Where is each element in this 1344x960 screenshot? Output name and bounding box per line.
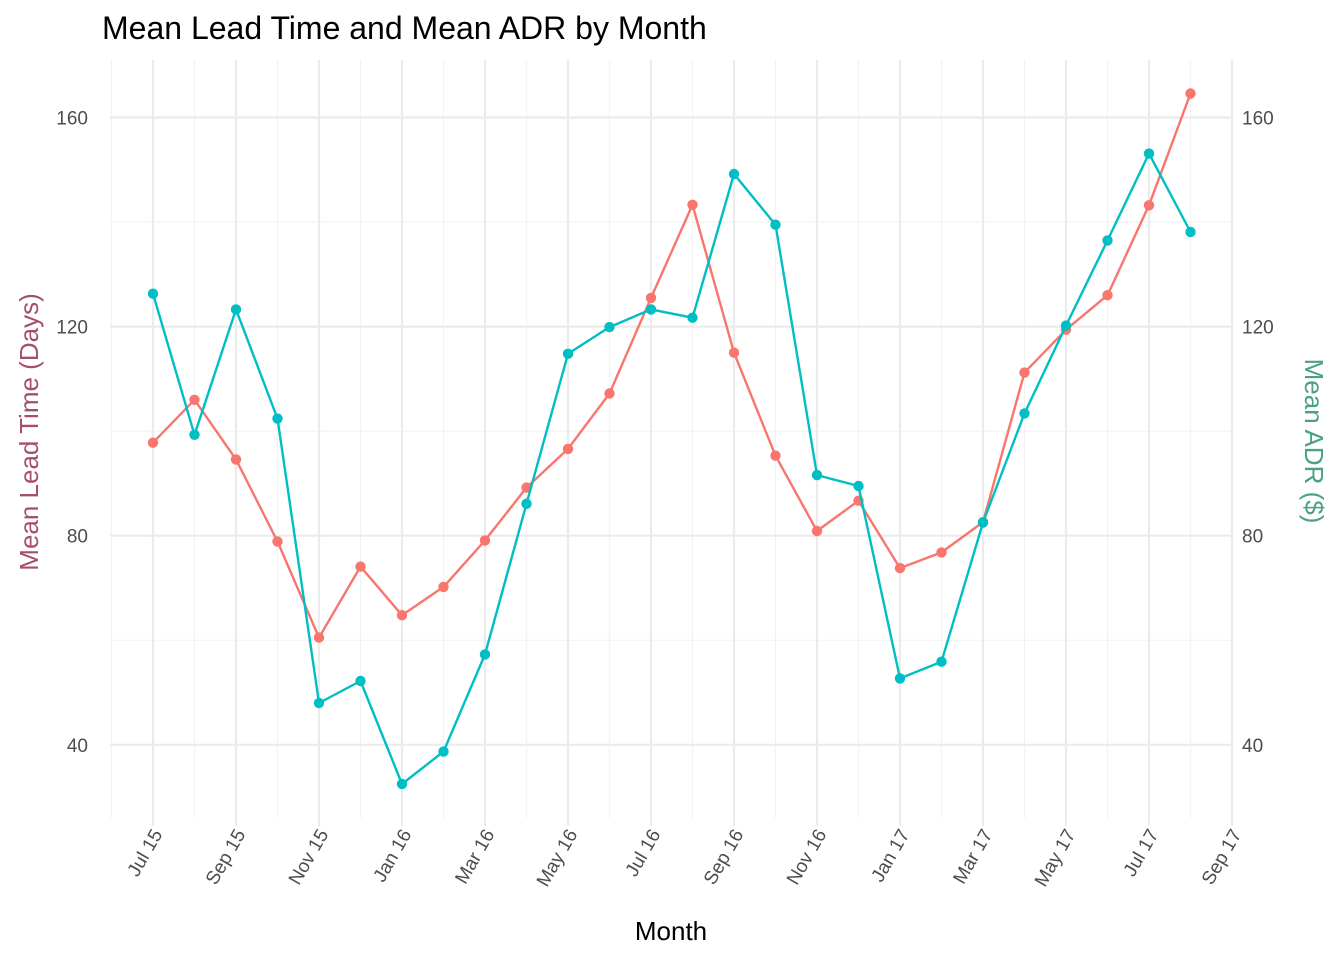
series-1-point — [355, 561, 366, 572]
series-2-point — [479, 649, 491, 660]
x-tick-label: May 16 — [533, 826, 582, 890]
series-layer — [147, 88, 1196, 790]
series-2-point — [272, 413, 283, 424]
series-2-point — [438, 746, 449, 757]
series-1-point — [645, 292, 657, 304]
series-1-point — [1185, 88, 1196, 99]
series-2-point — [811, 469, 823, 481]
y-left-tick-label: 80 — [67, 527, 88, 548]
series-2-point — [1102, 235, 1113, 246]
y-right-tick-label: 120 — [1242, 318, 1274, 339]
grid-lines — [110, 60, 1234, 818]
series-1-point — [1019, 367, 1030, 378]
series-2-point — [189, 429, 200, 440]
x-tick-label: May 17 — [1031, 826, 1080, 890]
y-right-tick-label: 40 — [1242, 736, 1263, 757]
series-2-point — [1060, 320, 1072, 331]
y-axis-left-title: Mean Lead Time (Days) — [14, 293, 44, 570]
series-1-point — [770, 450, 781, 461]
series-2-point — [1185, 226, 1196, 238]
x-tick-label: Jul 17 — [1120, 826, 1164, 880]
series-2-point — [562, 348, 574, 359]
series-1-point — [604, 388, 615, 399]
series-2-point — [396, 778, 408, 790]
y-right-tick-label: 80 — [1242, 527, 1263, 548]
series-1-point — [189, 394, 200, 405]
series-1-point — [687, 199, 698, 210]
x-tick-label: Jan 16 — [370, 826, 417, 886]
chart-title: Mean Lead Time and Mean ADR by Month — [102, 10, 707, 46]
series-1-point — [147, 437, 159, 448]
x-tick-label: Jul 15 — [124, 826, 168, 880]
series-2-point — [853, 480, 864, 492]
series-1-point — [230, 454, 242, 465]
series-2-point — [645, 304, 657, 315]
y-axis-right-title: Mean ADR ($) — [1299, 359, 1329, 524]
y-left-tick-label: 120 — [56, 318, 88, 339]
x-tick-label: Sep 17 — [1198, 826, 1246, 889]
series-1-point — [396, 610, 408, 621]
series-2-point — [521, 498, 532, 509]
series-2-point — [894, 673, 906, 684]
series-line-1 — [152, 93, 1192, 639]
series-1-point — [438, 581, 449, 593]
x-tick-label: Jul 16 — [622, 826, 666, 880]
series-2-point — [1143, 148, 1155, 159]
x-tick-label: Mar 16 — [452, 826, 500, 888]
series-2-point — [936, 656, 947, 667]
series-2-point — [604, 321, 615, 333]
series-1-point — [811, 525, 823, 537]
x-tick-label: Mar 17 — [950, 826, 998, 888]
series-1-point — [936, 547, 947, 558]
x-tick-label: Nov 15 — [285, 826, 333, 889]
series-1-point — [1102, 290, 1113, 301]
x-tick-label: Nov 16 — [783, 826, 831, 889]
series-1-point — [272, 536, 283, 547]
series-line-2 — [151, 152, 1192, 786]
y-left-tick-label: 40 — [67, 736, 88, 757]
x-tick-label: Sep 15 — [202, 826, 250, 889]
axis-layer: 40 40 80 80 120 120 160 160 Jul 15 Sep 15 Nov 15 Ja… — [56, 109, 1273, 891]
series-1-point — [894, 562, 906, 574]
series-2-point — [1019, 408, 1030, 419]
series-2-point — [770, 219, 781, 230]
series-1-point — [313, 632, 325, 643]
series-1-point — [728, 347, 740, 358]
series-2-point — [687, 312, 698, 323]
y-right-tick-label: 160 — [1242, 109, 1274, 130]
series-1-point — [1143, 200, 1155, 211]
series-1-point — [562, 443, 574, 455]
y-left-tick-label: 160 — [56, 109, 88, 130]
x-tick-label: Sep 16 — [700, 826, 748, 889]
series-2-point — [977, 517, 989, 528]
series-2-point — [230, 304, 242, 315]
series-2-point — [728, 168, 740, 180]
series-2-point — [147, 288, 159, 299]
series-2-point — [313, 697, 325, 709]
x-axis-title: Month — [635, 916, 707, 946]
series-2-point — [355, 675, 366, 687]
series-1-point — [479, 535, 491, 546]
x-tick-label: Jan 17 — [868, 826, 915, 886]
